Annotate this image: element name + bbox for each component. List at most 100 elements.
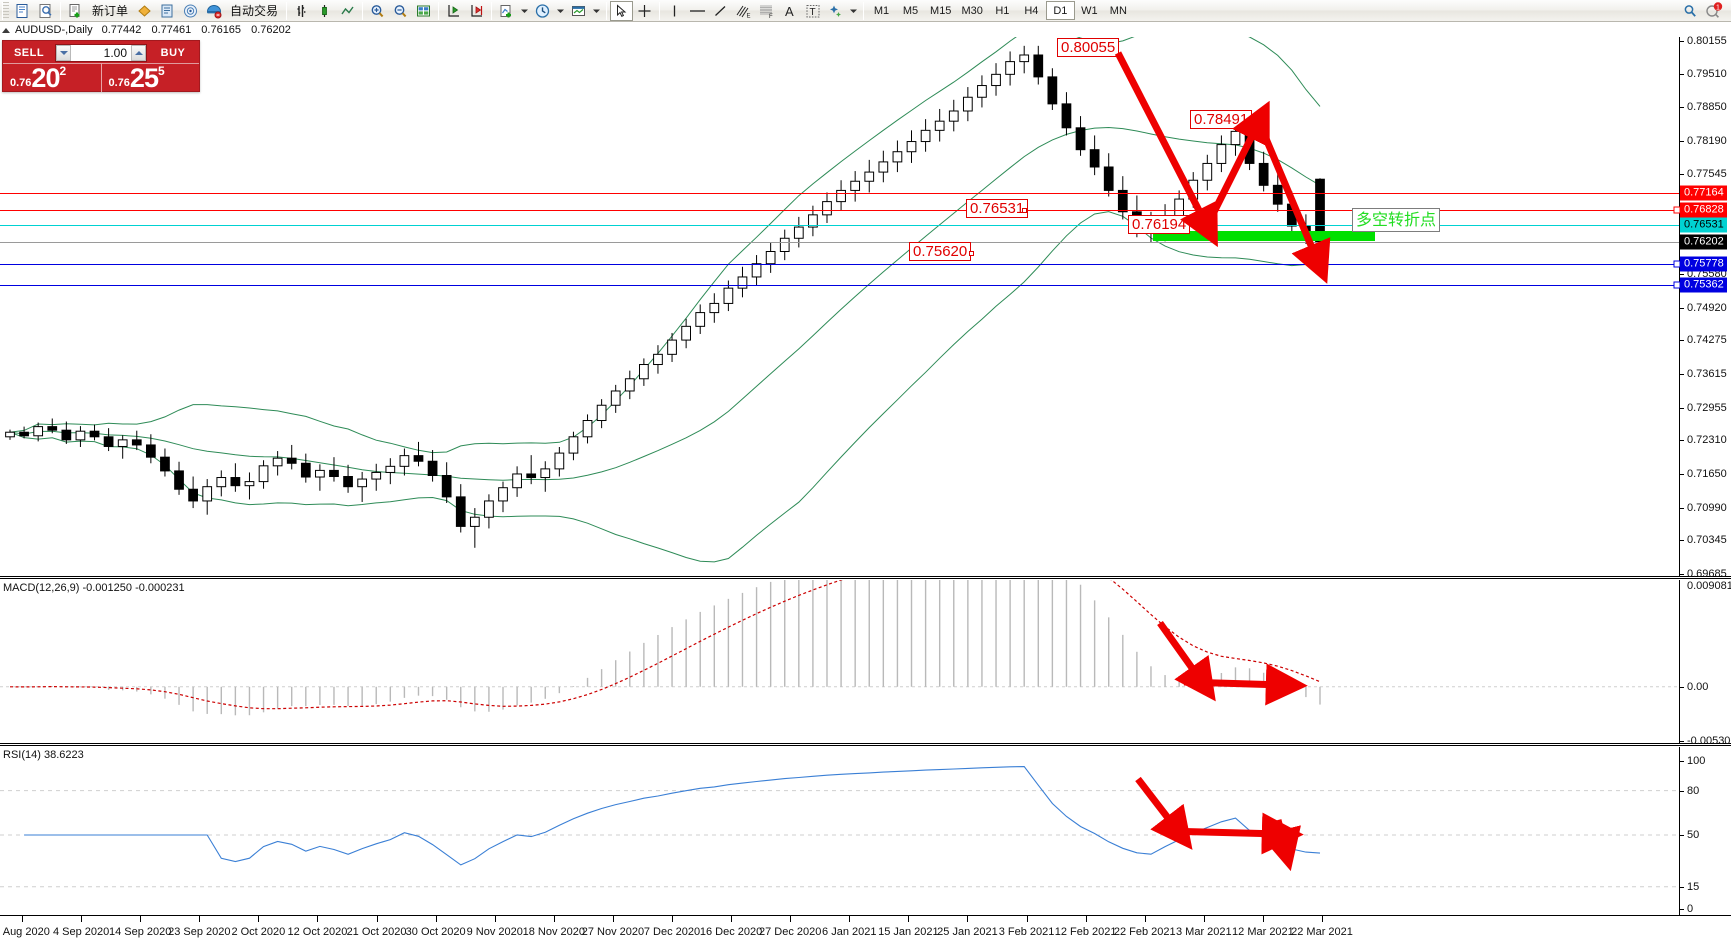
trendline-icon[interactable] xyxy=(709,1,732,21)
candle-body xyxy=(202,486,213,502)
sell-button[interactable]: SELL xyxy=(13,47,45,59)
profiles-icon[interactable] xyxy=(34,1,57,21)
timeframe-mn[interactable]: MN xyxy=(1109,4,1127,17)
date-label-22: 22 Mar 2021 xyxy=(1291,926,1353,938)
turning-point-annotation[interactable]: 多空转折点 xyxy=(1352,208,1441,232)
volume-increase-button[interactable] xyxy=(131,45,146,61)
hline-blue-lower-tag[interactable]: 0.75362 xyxy=(1680,277,1727,293)
timeframe-m1[interactable]: M1 xyxy=(873,4,890,17)
annotation-resistance-nub[interactable] xyxy=(1022,208,1027,213)
volume-decrease-button[interactable] xyxy=(56,45,71,61)
candle-body xyxy=(498,487,508,502)
annotation-support-deep-nub[interactable] xyxy=(969,251,974,256)
buy-price[interactable]: 0.76 25 5 xyxy=(100,63,199,92)
shapes-dropdown-arrow-icon[interactable] xyxy=(847,1,860,21)
cursor-icon[interactable] xyxy=(610,0,634,21)
toolbar-grip[interactable] xyxy=(2,1,9,20)
zoom-out-icon[interactable] xyxy=(389,1,412,21)
metaeditor-icon[interactable] xyxy=(133,1,156,21)
hline-cyan-tag[interactable]: 0.76531 xyxy=(1680,217,1727,233)
strategy-tester-icon[interactable] xyxy=(179,1,202,21)
volume-value[interactable]: 1.00 xyxy=(103,46,127,60)
annotation-support-deep[interactable]: 0.75620 xyxy=(909,242,972,261)
bid-line[interactable] xyxy=(0,242,1679,244)
search-icon[interactable] xyxy=(1679,1,1702,21)
periods-dropdown-arrow-icon[interactable] xyxy=(554,1,567,21)
macd-canvas xyxy=(0,580,1679,716)
candle-body xyxy=(1174,198,1185,217)
annotation-support-low[interactable]: 0.76194 xyxy=(1128,215,1191,234)
timeframe-d1[interactable]: D1 xyxy=(1045,1,1075,20)
hline-blue-upper-tag[interactable]: 0.75778 xyxy=(1680,256,1727,272)
hline-blue-upper[interactable] xyxy=(0,263,1679,265)
annotation-resistance[interactable]: 0.76531 xyxy=(966,199,1029,218)
text-label-icon[interactable]: T xyxy=(801,1,824,21)
ask-line[interactable] xyxy=(0,193,1679,195)
candlestick-chart-icon[interactable] xyxy=(313,1,336,21)
trade-panel-prices: 0.76 20 2 0.76 25 5 xyxy=(3,63,199,92)
new-order-label[interactable]: 新订单 xyxy=(92,4,129,18)
horizontal-line-icon[interactable] xyxy=(686,1,709,21)
line-chart-icon[interactable] xyxy=(336,1,359,21)
pane-separator-rsi[interactable] xyxy=(0,743,1731,746)
candle-body xyxy=(878,161,889,173)
candle-body xyxy=(920,129,931,143)
volume-field[interactable]: 1.00 xyxy=(55,44,147,62)
crosshair-icon[interactable] xyxy=(633,1,656,21)
new-order-icon[interactable] xyxy=(64,1,87,21)
indicators-dropdown-arrow-icon[interactable] xyxy=(518,1,531,21)
annotation-lower-high[interactable]: 0.78491 xyxy=(1190,110,1253,129)
shapes-icon[interactable] xyxy=(824,1,847,21)
macd-label: MACD(12,26,9) -0.001250 -0.000231 xyxy=(3,582,185,594)
buy-button[interactable]: BUY xyxy=(160,47,186,59)
macd-indicator-pane[interactable] xyxy=(0,580,1731,745)
zoom-in-icon[interactable] xyxy=(366,1,389,21)
pane-separator-macd[interactable] xyxy=(0,576,1731,579)
date-tick xyxy=(1262,916,1264,922)
notifications-icon[interactable]: 1 xyxy=(1702,1,1725,21)
date-label-8: 9 Nov 2020 xyxy=(466,926,523,938)
autotrading-icon[interactable] xyxy=(202,1,225,21)
rsi-indicator-pane[interactable] xyxy=(0,747,1731,915)
timeframe-h1[interactable]: H1 xyxy=(995,4,1010,17)
indicators-icon[interactable] xyxy=(495,1,518,21)
new-chart-icon[interactable] xyxy=(11,1,34,21)
candle-body xyxy=(1216,144,1227,164)
date-label-21: 12 Mar 2021 xyxy=(1232,926,1294,938)
templates-dropdown-arrow-icon[interactable] xyxy=(590,1,603,21)
vertical-line-icon[interactable] xyxy=(663,1,686,21)
fibonacci-icon[interactable]: F xyxy=(755,1,778,21)
timeframe-m30[interactable]: M30 xyxy=(961,4,983,17)
candle-body xyxy=(343,476,353,488)
price-chart-pane[interactable] xyxy=(0,37,1731,578)
autotrading-label[interactable]: 自动交易 xyxy=(230,4,279,18)
price-axis-line xyxy=(1679,37,1680,578)
templates-icon[interactable] xyxy=(567,1,590,21)
annotation-high-pivot[interactable]: 0.80055 xyxy=(1057,38,1120,57)
bid-line-tag[interactable]: 0.76202 xyxy=(1680,234,1727,250)
one-click-trading-panel[interactable]: SELL 1.00 BUY 0.76 20 2 0.76 25 5 xyxy=(2,40,200,92)
ask-line-tag[interactable]: 0.77164 xyxy=(1680,185,1727,201)
sell-price[interactable]: 0.76 20 2 xyxy=(3,63,101,92)
timeframe-w1[interactable]: W1 xyxy=(1081,4,1098,17)
hline-red-tag[interactable]: 0.76828 xyxy=(1680,202,1727,218)
auto-scroll-icon[interactable] xyxy=(442,1,465,21)
bar-chart-icon[interactable] xyxy=(290,1,313,21)
collapse-triangle-icon[interactable] xyxy=(2,27,10,33)
hline-blue-lower[interactable] xyxy=(0,284,1679,286)
timeframe-m5[interactable]: M5 xyxy=(902,4,919,17)
periods-clock-icon[interactable] xyxy=(531,1,554,21)
candle-body xyxy=(709,302,720,314)
equidistant-channel-icon[interactable]: E xyxy=(732,1,755,21)
chart-shift-icon[interactable] xyxy=(465,1,488,21)
candle-body xyxy=(948,110,959,122)
candle-body xyxy=(1286,203,1297,227)
navigator-icon[interactable] xyxy=(156,1,179,21)
timeframe-m15[interactable]: M15 xyxy=(930,4,952,17)
text-icon[interactable]: A xyxy=(778,1,801,21)
price-tick-0.77545: 0.77545 xyxy=(1680,168,1727,180)
timeframe-h4[interactable]: H4 xyxy=(1024,4,1039,17)
date-tick xyxy=(435,916,437,922)
date-tick xyxy=(199,916,201,922)
data-window-icon[interactable] xyxy=(412,1,435,21)
